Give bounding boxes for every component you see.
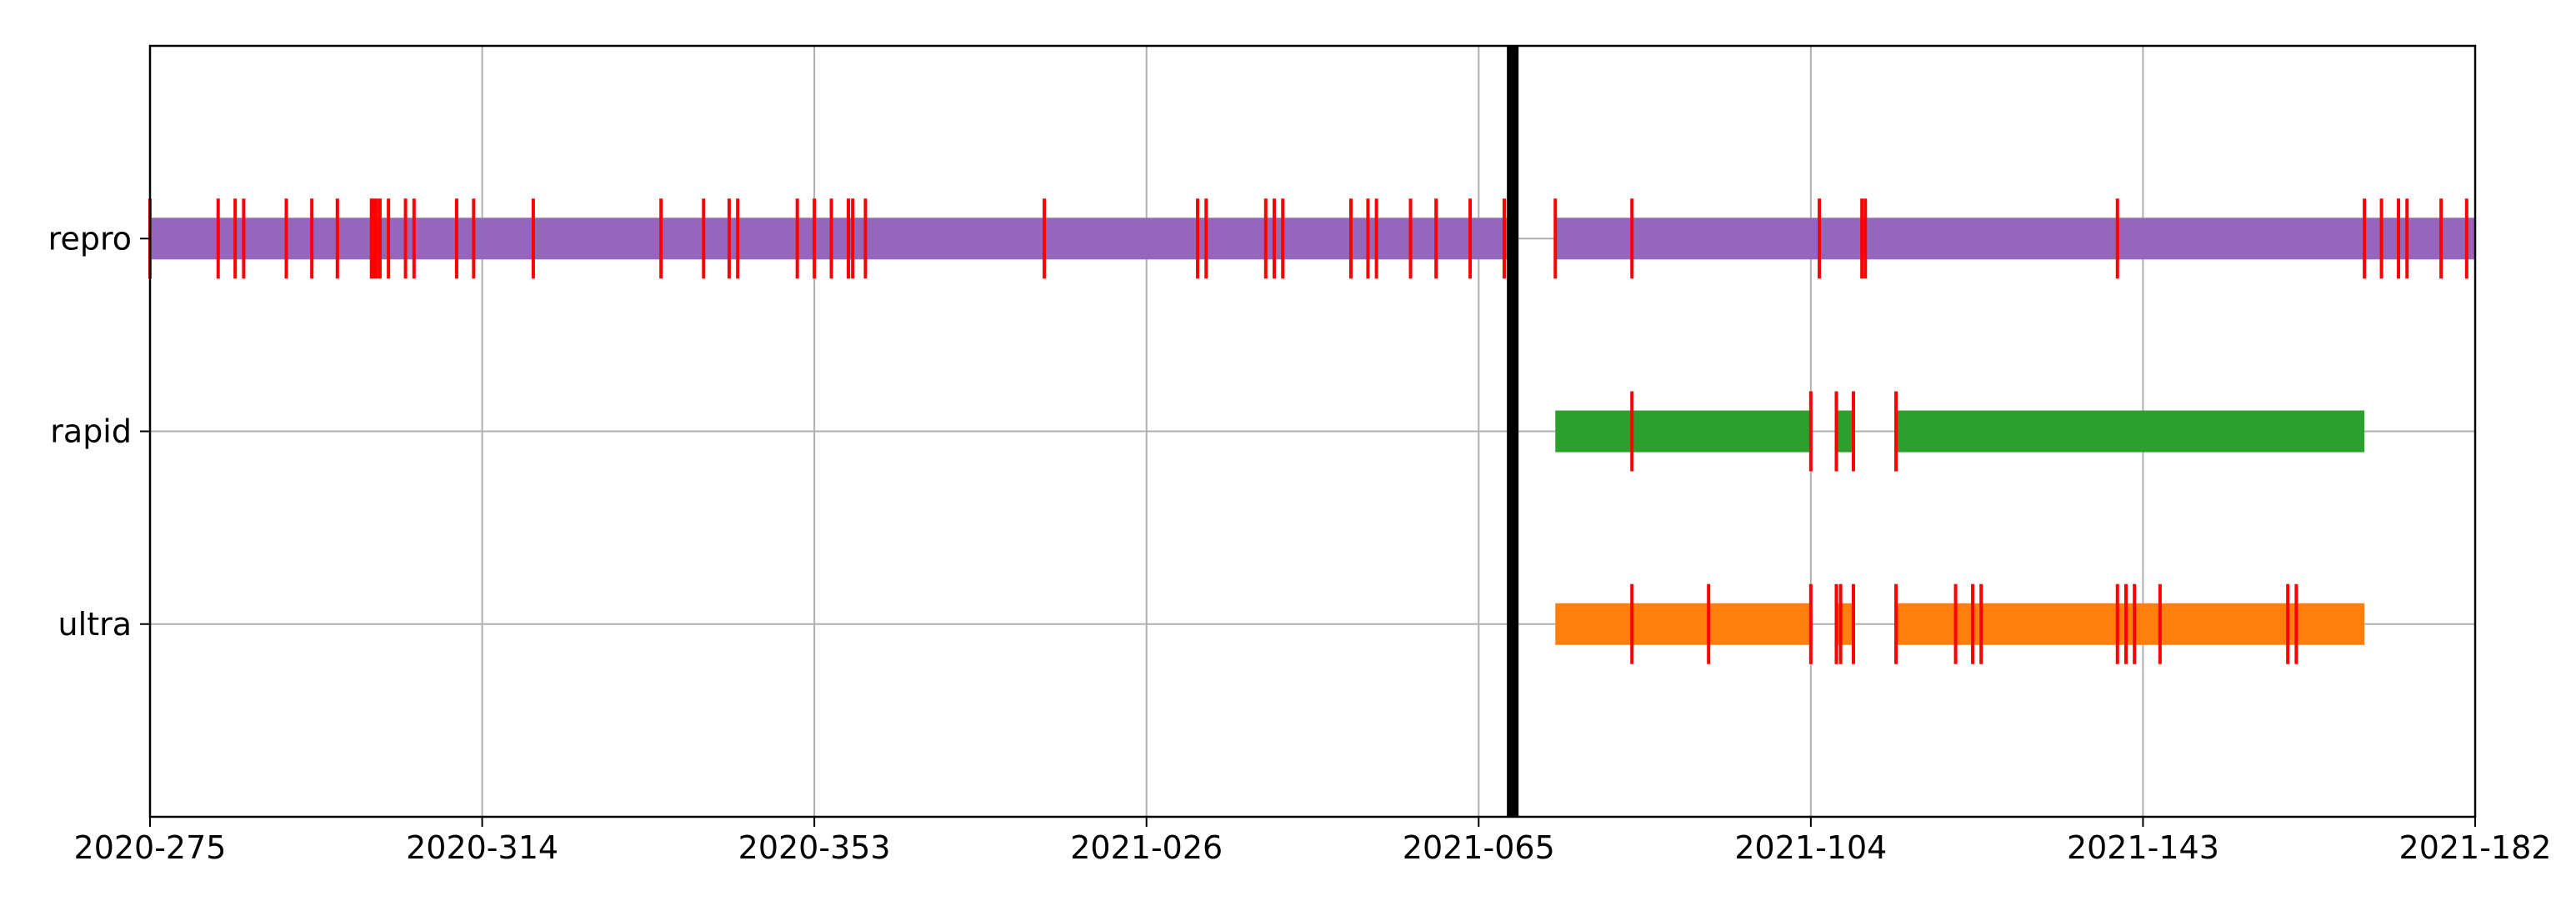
coverage-bar-ultra [1896,603,2365,645]
gap-marks [148,198,2468,664]
coverage-bar-rapid [1836,410,1853,453]
coverage-bar-repro [1555,218,2475,260]
x-axis-ticks: 2020-275 2020-314 2020-353 2021-026 2021-065… [74,817,2552,866]
y-tick-label: rapid [50,413,132,450]
y-axis-ticks: repro rapid ultra [48,220,150,643]
coverage-bar-rapid [1896,410,2365,453]
x-tick-label: 2021-182 [2399,829,2552,866]
x-tick-label: 2020-353 [738,829,891,866]
x-tick-label: 2020-314 [406,829,558,866]
x-tick-label: 2021-065 [1403,829,1555,866]
x-tick-label: 2021-104 [1734,829,1887,866]
coverage-bar-rapid [1555,410,1811,453]
x-tick-label: 2021-026 [1070,829,1223,866]
coverage-bar-ultra [1555,603,1811,645]
x-tick-label: 2020-275 [74,829,227,866]
x-tick-label: 2021-143 [2067,829,2219,866]
coverage-bar-ultra [1836,603,1853,645]
y-tick-label: repro [48,220,132,257]
y-tick-label: ultra [58,606,132,643]
